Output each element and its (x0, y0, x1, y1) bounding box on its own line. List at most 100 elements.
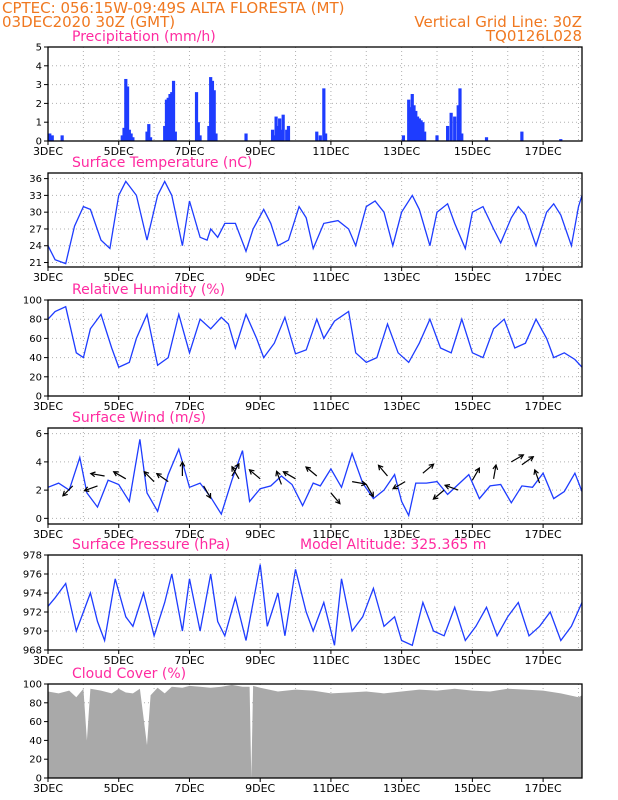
precip-bar (50, 135, 54, 141)
precip-bar (129, 133, 133, 141)
cloud-ytick-label: 100 (23, 680, 42, 691)
cloud-area (48, 684, 582, 778)
wind-series-line (47, 439, 583, 518)
precip-bar (147, 124, 151, 141)
cloud-ytick-label: 40 (29, 736, 42, 747)
header-station: CPTEC: 056:15W-09:49S ALTA FLORESTA (MT) (2, 0, 345, 17)
cloud-xtick-label: 3DEC (33, 782, 63, 795)
temp-ytick-label: 30 (29, 208, 42, 219)
wind-wind-arrowhead (474, 467, 481, 474)
wind-wind-vector (510, 454, 524, 463)
wind-wind-vector (84, 485, 98, 492)
wind-wind-arrowhead (62, 490, 68, 497)
precip-bar (415, 116, 420, 141)
temp-ytick-label: 36 (29, 174, 42, 185)
pressure-ytick-label: 974 (23, 589, 42, 600)
wind-wind-arrowhead (231, 465, 237, 472)
precip-bar (484, 137, 489, 141)
precip-bar (412, 105, 416, 141)
wind-wind-vector (471, 467, 480, 481)
precip-bar (48, 133, 52, 141)
precip-bar (324, 133, 328, 141)
precip-bar (163, 125, 167, 141)
wind-wind-vector (330, 492, 341, 505)
precip-bar (125, 86, 130, 141)
wind-xtick-label: 17DEC (525, 528, 562, 541)
pressure-ytick-label: 968 (23, 646, 42, 657)
rh-frame (47, 299, 583, 397)
pressure-series-line (47, 564, 583, 647)
cloud-ytick-label: 0 (36, 774, 42, 785)
wind-wind-vector (90, 472, 105, 477)
temp-xtick-label: 9DEC (245, 271, 275, 284)
precip-xtick-label: 5DEC (104, 145, 134, 158)
precip-ytick-label: 3 (36, 80, 42, 91)
wind-wind-arrowhead (368, 491, 374, 498)
rh-xtick-label: 5DEC (104, 400, 134, 413)
temp-ytick-label: 33 (29, 191, 42, 202)
wind-xtick-label: 13DEC (383, 528, 420, 541)
precip-bar (120, 135, 124, 141)
temp-ytick-label: 24 (29, 241, 42, 252)
cloud-xtick-label: 13DEC (383, 782, 420, 795)
header-model-code: TQ0126L028 (485, 27, 582, 45)
temp-xtick-label: 15DEC (454, 271, 491, 284)
pressure-ytick-label: 976 (23, 570, 42, 581)
wind-wind-vector (432, 489, 445, 500)
wind-wind-vector (62, 485, 74, 497)
rh-xtick-label: 17DEC (525, 400, 562, 413)
precip-bar (458, 88, 462, 141)
cloud-xtick-label: 7DEC (174, 782, 204, 795)
pressure-xtick-label: 15DEC (454, 654, 491, 667)
precip-title: Precipitation (mm/h) (72, 29, 216, 45)
wind-title: Surface Wind (m/s) (72, 410, 206, 426)
precip-bar (276, 125, 280, 141)
pressure-ytick-label: 970 (23, 627, 42, 638)
wind-wind-arrowhead (392, 484, 399, 490)
wind-wind-vector (113, 471, 127, 480)
temp-xtick-label: 17DEC (525, 271, 562, 284)
rh-ytick-label: 0 (36, 392, 42, 403)
precip-bar (449, 112, 453, 141)
wind-ytick-label: 0 (36, 514, 42, 525)
cloud-xtick-label: 11DEC (312, 782, 349, 795)
wind-xtick-label: 3DEC (33, 528, 63, 541)
precip-bar (214, 133, 218, 141)
precip-bar (414, 110, 418, 141)
rh-ytick-label: 100 (23, 296, 42, 307)
wind-wind-arrowhead (518, 454, 525, 460)
wind-ytick-label: 6 (36, 429, 42, 440)
wind-wind-vector (365, 484, 374, 497)
precip-bar (148, 137, 153, 141)
cloud-xtick-label: 9DEC (245, 782, 275, 795)
precip-bar (210, 80, 215, 141)
wind-wind-vector (231, 463, 240, 477)
wind-wind-arrowhead (112, 471, 119, 477)
wind-xtick-label: 15DEC (454, 528, 491, 541)
wind-wind-arrowhead (143, 470, 150, 477)
cloud-xtick-label: 15DEC (454, 782, 491, 795)
precip-xtick-label: 3DEC (33, 145, 63, 158)
wind-wind-vector (352, 481, 367, 485)
wind-wind-vector (521, 456, 534, 466)
temp-xtick-label: 11DEC (312, 271, 349, 284)
precip-bar (315, 131, 319, 141)
pressure-xtick-label: 5DEC (104, 654, 134, 667)
wind-xtick-label: 7DEC (174, 528, 204, 541)
precip-bar (127, 129, 131, 141)
precip-xtick-label: 13DEC (383, 145, 420, 158)
temp-title: Surface Temperature (nC) (72, 155, 253, 171)
rh-xtick-label: 9DEC (245, 400, 275, 413)
pressure-ytick-label: 978 (23, 551, 42, 562)
precip-ytick-label: 4 (36, 61, 42, 72)
precip-bar (270, 129, 275, 141)
rh-xtick-label: 3DEC (33, 400, 63, 413)
wind-wind-arrowhead (234, 462, 240, 469)
wind-xtick-label: 9DEC (245, 528, 275, 541)
wind-wind-vector (444, 484, 459, 491)
pressure-frame (47, 554, 583, 651)
header-datetime: 03DEC2020 30Z (GMT) (2, 13, 176, 31)
pressure-xtick-label: 7DEC (174, 654, 204, 667)
wind-wind-vector (143, 471, 155, 483)
temp-xtick-label: 5DEC (104, 271, 134, 284)
